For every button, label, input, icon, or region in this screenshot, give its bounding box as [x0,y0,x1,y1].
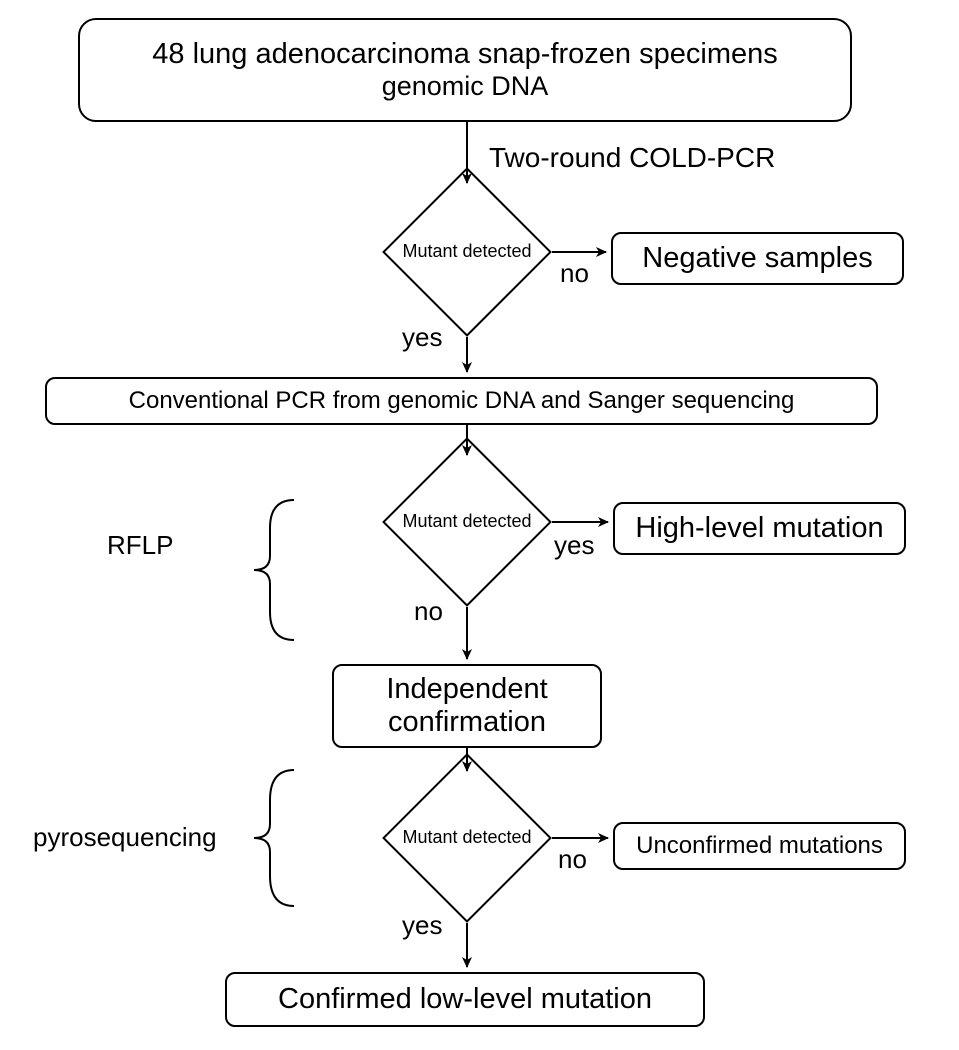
node-independent-confirmation: Independent confirmation [332,664,602,748]
node-confirmed-low-level: Confirmed low-level mutation [225,972,705,1027]
node-conventional-pcr: Conventional PCR from genomic DNA and Sa… [45,377,878,425]
decision-1 [382,167,552,337]
high-level-mutation-label: High-level mutation [635,512,883,545]
label-pyrosequencing: pyrosequencing [33,822,217,853]
indep-line2: confirmation [388,706,546,739]
indep-line1: Independent [386,673,547,706]
decision-3 [382,753,552,923]
start-title: 48 lung adenocarcinoma snap-frozen speci… [152,38,777,71]
node-start: 48 lung adenocarcinoma snap-frozen speci… [78,18,852,122]
confirmed-low-level-label: Confirmed low-level mutation [278,983,652,1016]
unconfirmed-mutations-label: Unconfirmed mutations [636,832,883,860]
label-d2-no: no [414,596,443,627]
node-unconfirmed-mutations: Unconfirmed mutations [613,822,906,870]
node-high-level-mutation: High-level mutation [613,502,906,555]
label-d3-yes: yes [402,910,442,941]
conventional-pcr-label: Conventional PCR from genomic DNA and Sa… [129,387,795,415]
node-negative-samples: Negative samples [611,232,904,285]
label-cold-pcr: Two-round COLD-PCR [489,142,775,174]
label-d1-no: no [560,258,589,289]
label-rflp: RFLP [107,530,173,561]
decision-2 [382,437,552,607]
label-d1-yes: yes [402,322,442,353]
label-d3-no: no [558,844,587,875]
start-subtitle: genomic DNA [382,71,549,102]
negative-samples-label: Negative samples [642,242,873,275]
label-d2-yes: yes [554,530,594,561]
